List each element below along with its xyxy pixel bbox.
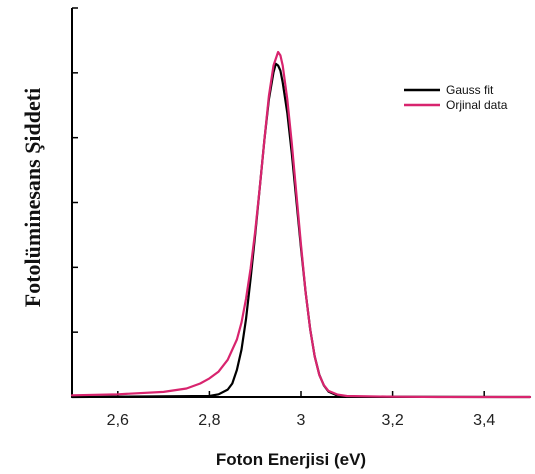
series-line-2 [70,50,532,399]
x-tick-label: 3,2 [381,412,403,429]
legend-label: Orjinal data [446,98,508,112]
x-axis-label: Foton Enerjisi (eV) [216,450,366,469]
x-tick-label: 2,6 [107,412,129,429]
series-layer [70,50,532,399]
plot-frame [71,8,530,398]
y-ticks [72,7,78,333]
series-line-1 [70,62,532,399]
x-tick-label: 3,4 [473,412,495,429]
y-axis-label: Fotolüminesans Şiddeti [20,88,45,307]
x-tick-label: 2,8 [198,412,220,429]
x-ticks: 2,6 2,8 3 3,2 3,4 [107,391,495,429]
x-tick-label: 3 [297,412,306,429]
legend-label: Gauss fit [446,83,494,97]
